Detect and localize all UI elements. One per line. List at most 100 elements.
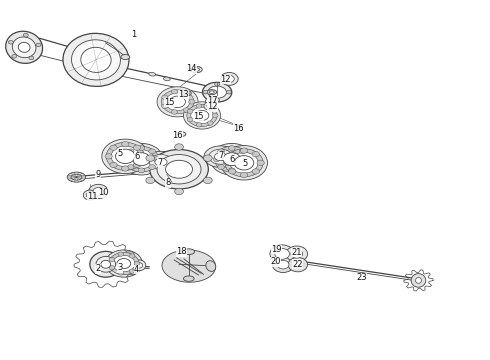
Ellipse shape — [136, 263, 143, 268]
Ellipse shape — [164, 77, 170, 81]
Circle shape — [127, 149, 134, 154]
Circle shape — [257, 160, 264, 166]
Circle shape — [162, 95, 168, 100]
Circle shape — [225, 149, 263, 177]
Circle shape — [272, 257, 294, 273]
Circle shape — [187, 104, 217, 127]
Ellipse shape — [209, 149, 232, 164]
Circle shape — [213, 157, 220, 162]
Circle shape — [252, 169, 259, 174]
Circle shape — [133, 145, 141, 150]
Ellipse shape — [90, 251, 122, 277]
Ellipse shape — [183, 249, 195, 255]
Circle shape — [288, 257, 308, 272]
Text: 9: 9 — [96, 170, 101, 179]
Text: 6: 6 — [134, 152, 140, 161]
Circle shape — [124, 147, 159, 172]
Circle shape — [224, 75, 234, 82]
Ellipse shape — [416, 278, 421, 283]
Text: 18: 18 — [176, 247, 187, 256]
Circle shape — [105, 154, 112, 159]
Circle shape — [129, 269, 135, 273]
Circle shape — [239, 165, 246, 170]
Ellipse shape — [71, 174, 82, 180]
Ellipse shape — [96, 256, 116, 272]
Ellipse shape — [121, 54, 130, 59]
Circle shape — [172, 110, 177, 114]
Circle shape — [36, 43, 41, 47]
Circle shape — [239, 149, 246, 154]
Circle shape — [275, 248, 290, 259]
Text: 1: 1 — [131, 30, 136, 39]
Ellipse shape — [202, 82, 232, 102]
Circle shape — [228, 146, 235, 150]
Circle shape — [106, 142, 145, 170]
Circle shape — [172, 89, 177, 94]
Circle shape — [120, 143, 163, 175]
Circle shape — [224, 160, 231, 166]
Text: 21: 21 — [291, 248, 301, 257]
Ellipse shape — [206, 261, 216, 271]
Circle shape — [291, 249, 303, 258]
Text: 10: 10 — [98, 188, 109, 197]
Ellipse shape — [63, 33, 129, 86]
Text: 2: 2 — [96, 265, 101, 274]
Circle shape — [270, 245, 294, 263]
Circle shape — [146, 177, 155, 184]
Ellipse shape — [149, 72, 155, 76]
Circle shape — [174, 144, 183, 150]
Circle shape — [234, 156, 254, 170]
Text: 5: 5 — [118, 149, 123, 158]
Text: 11: 11 — [87, 192, 98, 201]
Text: 13: 13 — [178, 90, 189, 99]
Circle shape — [212, 113, 218, 118]
Circle shape — [162, 104, 168, 109]
Circle shape — [102, 139, 149, 174]
Text: 15: 15 — [193, 112, 203, 121]
Circle shape — [187, 109, 193, 113]
Ellipse shape — [181, 90, 191, 96]
Ellipse shape — [157, 154, 201, 184]
Circle shape — [215, 82, 220, 86]
Circle shape — [215, 98, 220, 102]
Ellipse shape — [208, 86, 226, 98]
Text: 23: 23 — [356, 273, 367, 282]
Ellipse shape — [162, 250, 216, 282]
Ellipse shape — [72, 40, 121, 80]
Circle shape — [122, 166, 129, 171]
Circle shape — [123, 157, 129, 162]
Circle shape — [133, 153, 150, 166]
Circle shape — [93, 188, 104, 195]
Circle shape — [128, 150, 154, 168]
Text: 20: 20 — [270, 257, 281, 266]
Circle shape — [277, 260, 289, 269]
Circle shape — [149, 165, 155, 170]
Text: 4: 4 — [134, 265, 139, 274]
Text: 19: 19 — [271, 245, 282, 254]
Circle shape — [24, 33, 28, 37]
Circle shape — [138, 146, 145, 150]
Circle shape — [89, 184, 108, 199]
Ellipse shape — [411, 274, 426, 287]
Ellipse shape — [207, 90, 217, 95]
Circle shape — [138, 168, 145, 173]
Text: 8: 8 — [165, 178, 171, 187]
Circle shape — [241, 172, 247, 178]
Circle shape — [110, 145, 117, 150]
Text: 7: 7 — [157, 158, 163, 167]
Ellipse shape — [177, 132, 186, 136]
Circle shape — [111, 146, 140, 167]
Circle shape — [223, 153, 241, 166]
Circle shape — [293, 261, 303, 268]
Circle shape — [122, 141, 129, 147]
Circle shape — [134, 261, 140, 266]
Text: 17: 17 — [207, 96, 218, 105]
Text: 14: 14 — [186, 64, 196, 73]
Ellipse shape — [12, 37, 36, 58]
Circle shape — [109, 252, 139, 275]
Ellipse shape — [149, 154, 172, 170]
Circle shape — [109, 257, 115, 261]
Circle shape — [252, 152, 259, 157]
Circle shape — [203, 155, 212, 161]
Circle shape — [196, 123, 202, 127]
